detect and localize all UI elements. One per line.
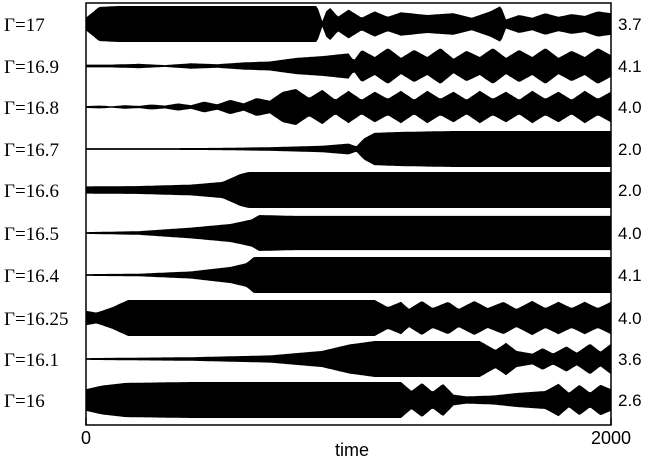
row-6: Γ=16.4 4.1: [4, 257, 642, 293]
series-label: Γ=16: [4, 391, 45, 412]
x-axis: 0 2000 time: [81, 418, 631, 460]
series-right-value: 4.0: [618, 224, 642, 243]
series-envelope: [86, 382, 611, 418]
row-4: Γ=16.6 2.0: [4, 172, 642, 208]
series-label: Γ=16.1: [4, 350, 59, 371]
series-envelope: [86, 215, 611, 251]
series-right-value: 4.0: [618, 309, 642, 328]
series-envelope: [86, 172, 611, 208]
series-right-value: 2.0: [618, 181, 642, 200]
series-label: Γ=16.9: [4, 57, 59, 78]
row-5: Γ=16.5 4.0: [4, 215, 642, 251]
x-tick-label-0: 0: [81, 428, 91, 448]
x-axis-label: time: [335, 440, 369, 460]
series-right-value: 2.6: [618, 391, 642, 410]
row-9: Γ=16 2.6: [4, 382, 642, 418]
series-label: Γ=16.5: [4, 224, 59, 245]
series-right-value: 3.6: [618, 350, 642, 369]
series-envelope: [86, 257, 611, 293]
series-label: Γ=16.6: [4, 181, 59, 202]
row-1: Γ=16.9 4.1: [4, 48, 642, 84]
row-8: Γ=16.1 3.6: [4, 341, 642, 377]
series-label: Γ=17: [4, 15, 45, 36]
series-label: Γ=16.4: [4, 266, 59, 287]
series-label: Γ=16.25: [4, 309, 68, 330]
row-7: Γ=16.25 4.0: [4, 300, 642, 336]
series-label: Γ=16.7: [4, 140, 59, 161]
plot-frame: [85, 2, 612, 426]
row-2: Γ=16.8 4.0: [4, 89, 642, 125]
x-tick-label-2000: 2000: [591, 428, 631, 448]
series-right-value: 4.1: [618, 57, 642, 76]
series-envelope: [86, 341, 611, 377]
rows: Γ=17 3.7Γ=16.9 4.1Γ=16.8 4.0Γ=16.7 2.0Γ=16.6…: [4, 6, 642, 418]
series-label: Γ=16.8: [4, 98, 59, 119]
series-envelope: [86, 300, 611, 336]
row-3: Γ=16.7 2.0: [4, 131, 642, 167]
series-right-value: 4.0: [618, 98, 642, 117]
series-envelope: [86, 131, 611, 167]
series-envelope: [86, 89, 611, 125]
series-right-value: 4.1: [618, 266, 642, 285]
series-right-value: 3.7: [618, 15, 642, 34]
series-envelope: [86, 48, 611, 84]
row-0: Γ=17 3.7: [4, 6, 642, 42]
series-envelope: [86, 6, 611, 42]
series-right-value: 2.0: [618, 140, 642, 159]
